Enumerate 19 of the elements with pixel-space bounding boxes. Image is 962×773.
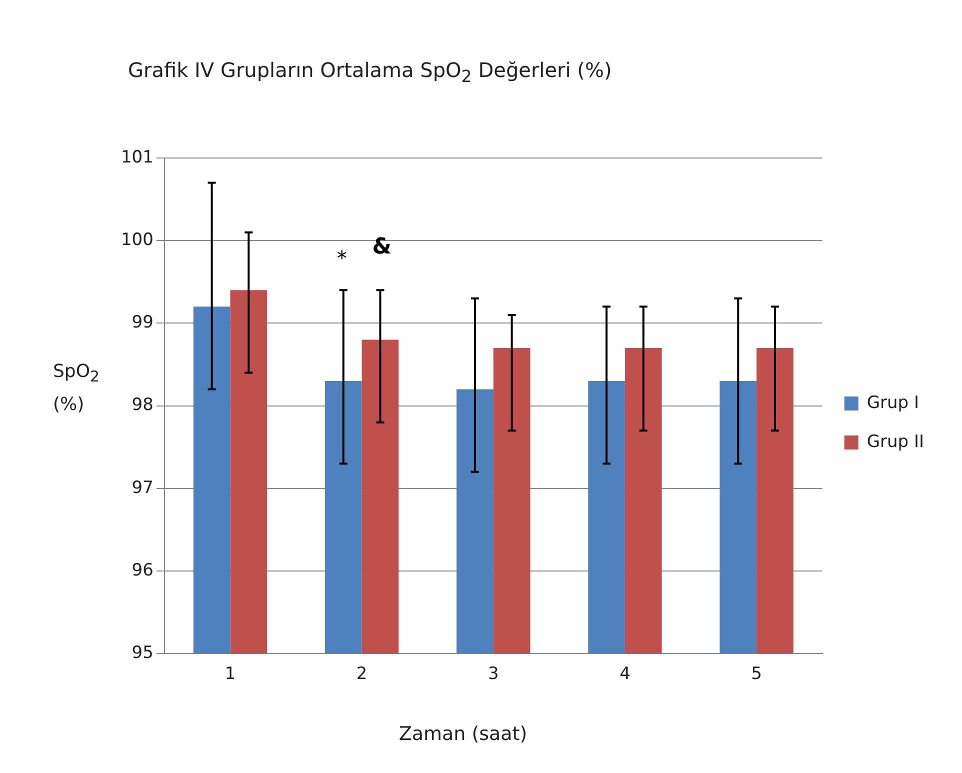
x-axis-title: Zaman (saat) bbox=[398, 723, 528, 745]
y-tick-label: 97 bbox=[132, 478, 154, 498]
x-tick-label: 1 bbox=[224, 664, 236, 684]
x-tick-label: 3 bbox=[488, 664, 499, 684]
y-tick-label: 101 bbox=[120, 147, 154, 168]
annotation: & bbox=[372, 234, 392, 260]
y-axis-title: SpO$_{2}$ (%) bbox=[53, 360, 101, 417]
annotation: * bbox=[336, 246, 347, 270]
y-tick-label: 96 bbox=[132, 560, 154, 580]
legend-label: Grup I bbox=[866, 392, 919, 413]
y-tick-label: 95 bbox=[132, 643, 154, 664]
y-tick-label: 100 bbox=[120, 230, 154, 250]
y-tick-label: 98 bbox=[132, 395, 154, 416]
chart-title: Grafik IV Grupların Ortalama SpO$_{2}$ Değerleri (%) bbox=[128, 58, 612, 86]
y-tick-label: 99 bbox=[132, 312, 154, 333]
legend-label: Grup II bbox=[866, 432, 924, 452]
x-tick-label: 5 bbox=[751, 664, 762, 684]
x-tick-label: 2 bbox=[356, 664, 368, 684]
x-tick-label: 4 bbox=[620, 664, 630, 684]
